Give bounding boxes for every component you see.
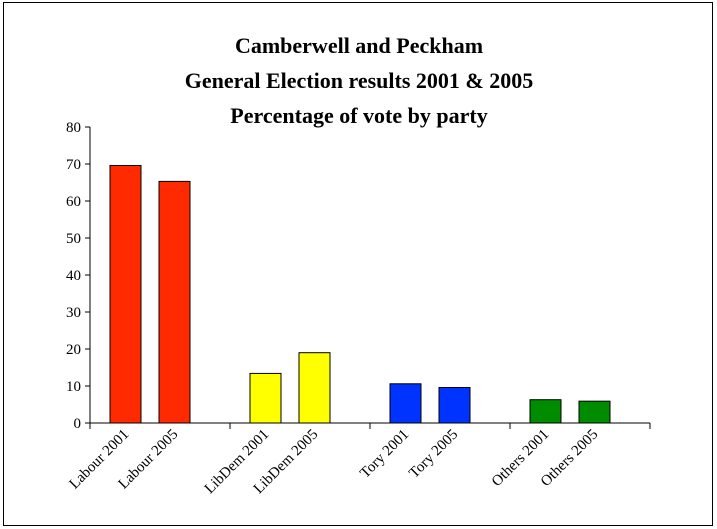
bar xyxy=(298,352,331,424)
bar xyxy=(109,164,142,424)
bar xyxy=(438,386,471,424)
x-category-label: Tory 2001 xyxy=(357,427,412,482)
y-tick-label: 80 xyxy=(66,120,81,136)
y-tick-label: 20 xyxy=(66,342,81,358)
y-tick-label: 30 xyxy=(66,305,81,321)
y-tick-label: 10 xyxy=(66,379,81,395)
bar xyxy=(389,383,422,424)
bar xyxy=(249,372,282,424)
y-tick-label: 60 xyxy=(66,194,81,210)
y-tick-label: 0 xyxy=(74,416,82,432)
bar xyxy=(529,399,562,424)
x-category-label: Tory 2005 xyxy=(406,427,461,482)
bar xyxy=(578,400,611,424)
bar xyxy=(158,180,191,424)
chart-title-line-2: General Election results 2001 & 2005 xyxy=(185,68,534,93)
y-tick-label: 50 xyxy=(66,231,81,247)
chart-title-line-3: Percentage of vote by party xyxy=(230,103,487,128)
y-tick-label: 40 xyxy=(66,268,81,284)
y-tick-label: 70 xyxy=(66,157,81,173)
chart-title-line-1: Camberwell and Peckham xyxy=(235,33,483,58)
